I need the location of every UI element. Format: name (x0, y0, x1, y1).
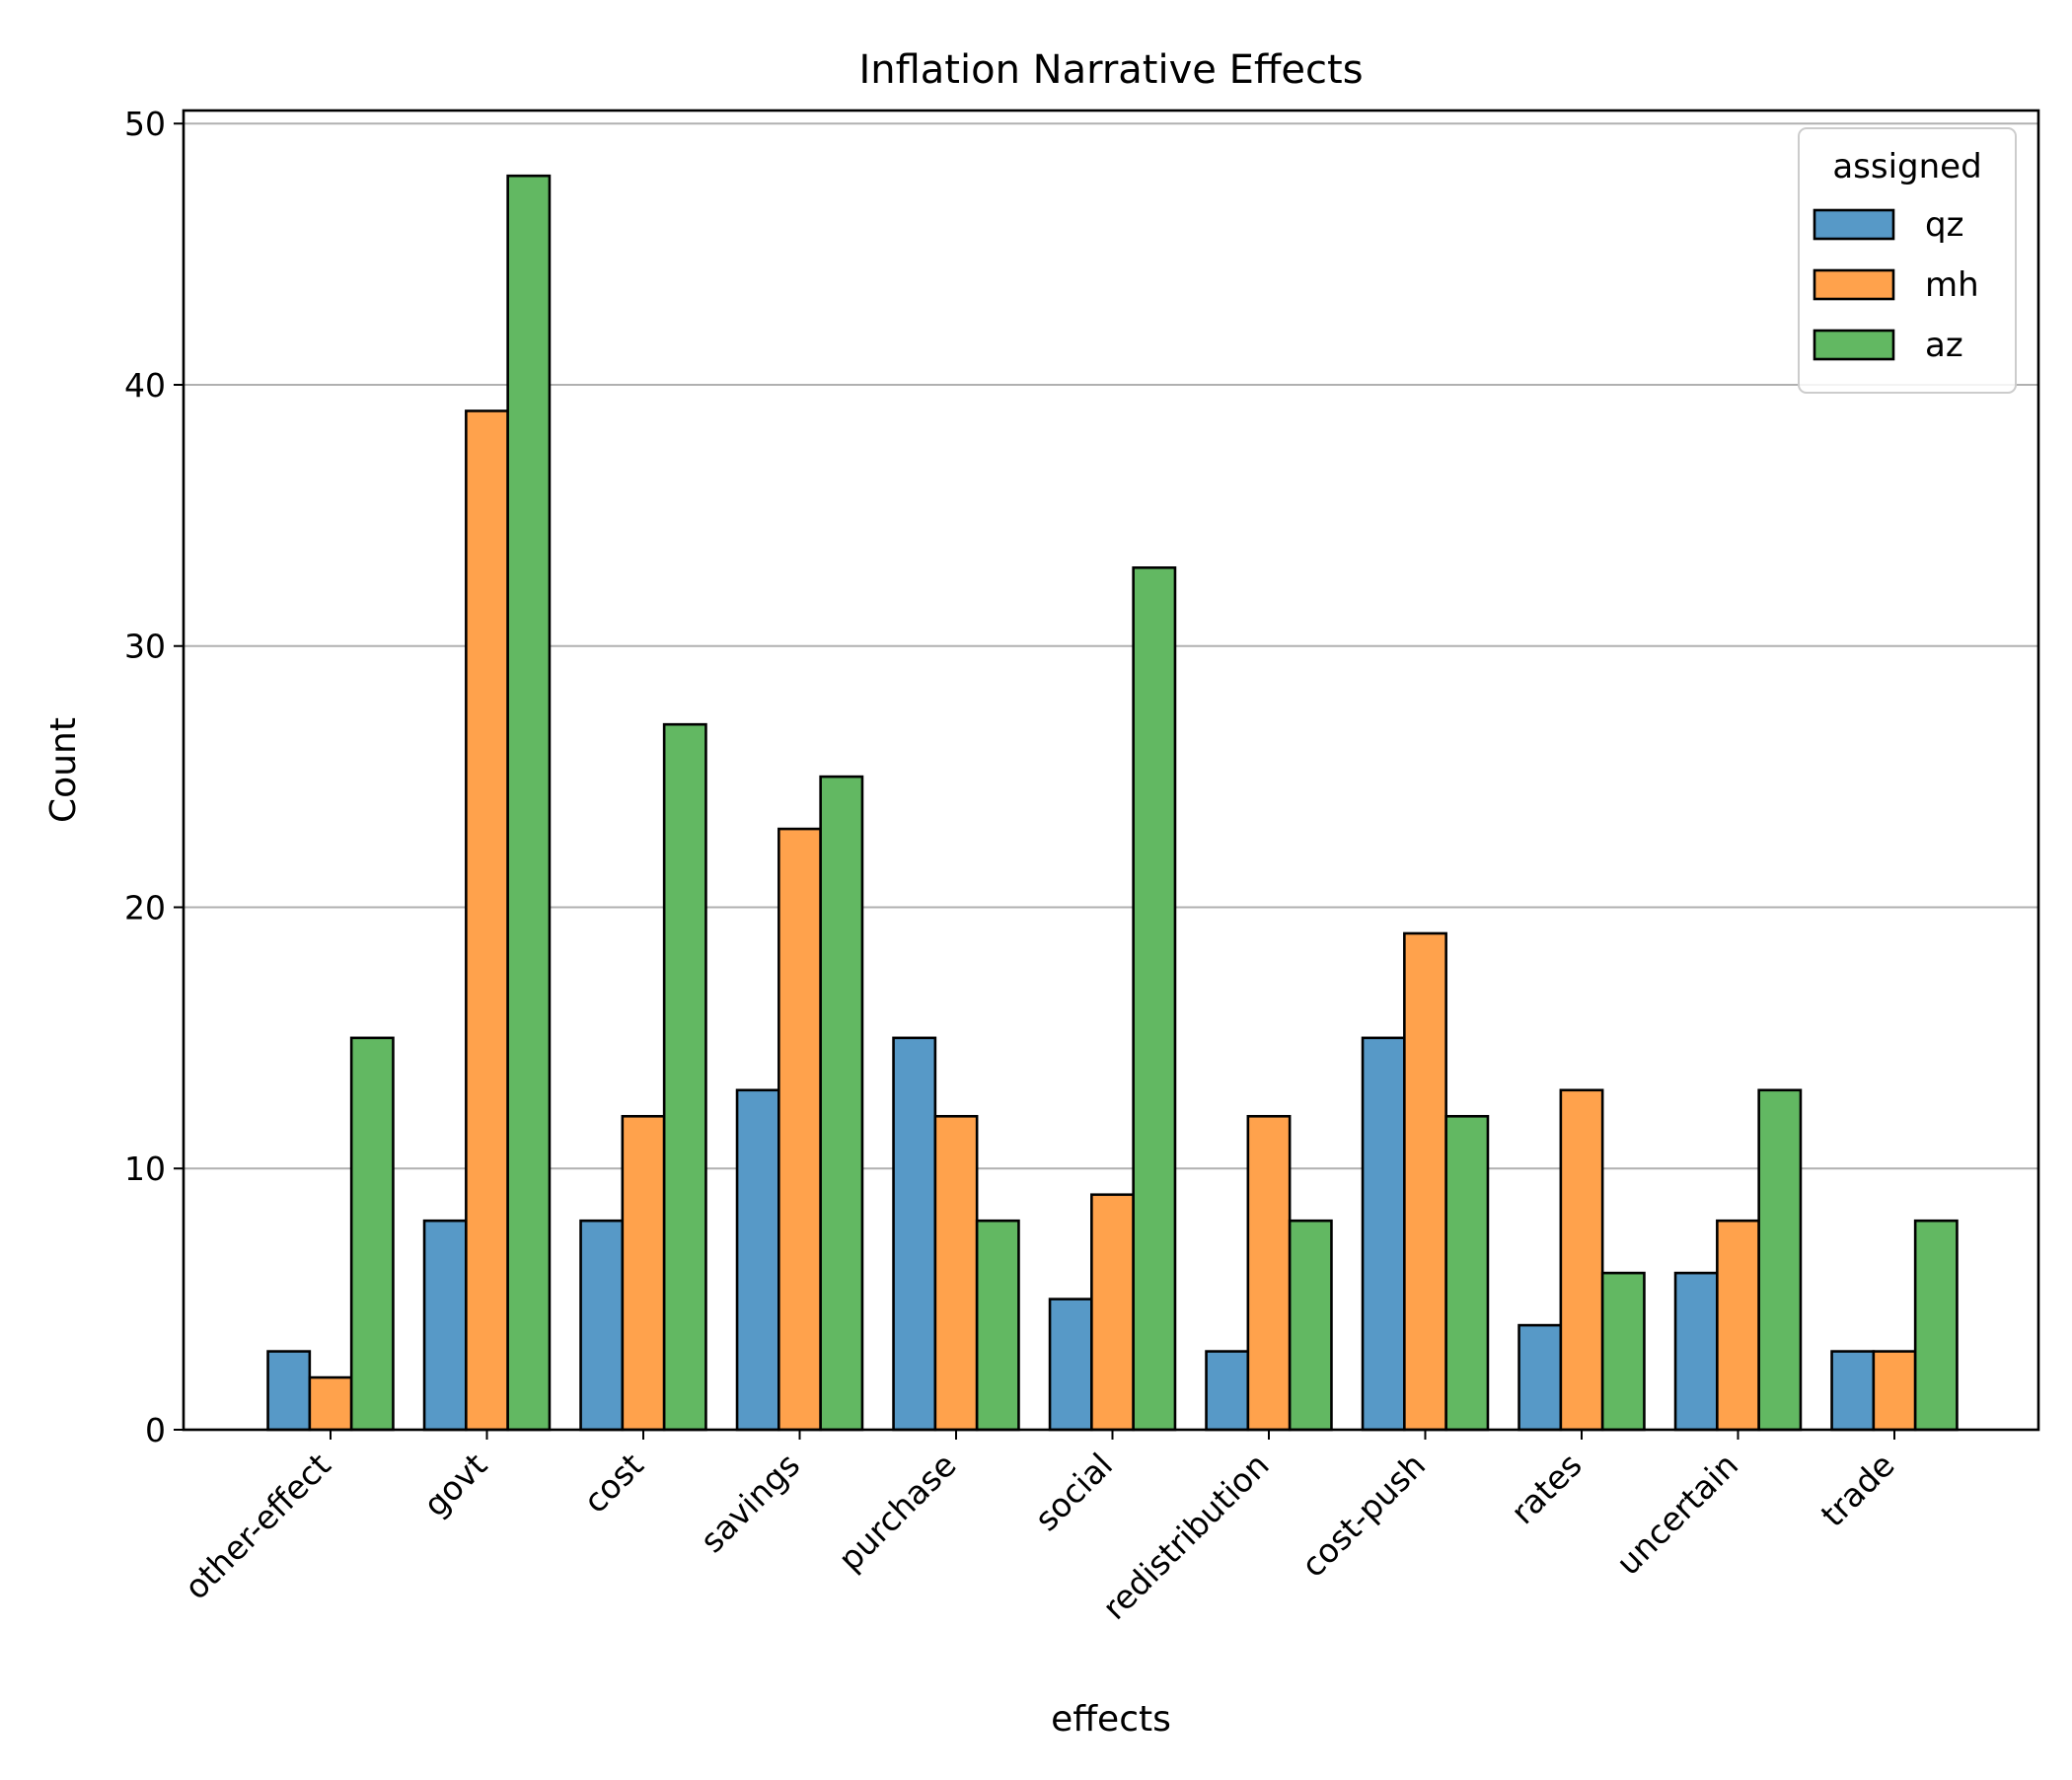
bar-mh-purchase (933, 1114, 979, 1432)
legend: assigned qz mh az (1798, 127, 2017, 394)
legend-label-qz: qz (1925, 205, 1963, 245)
bar-az-rates (1600, 1271, 1646, 1432)
legend-swatch-qz (1813, 208, 1895, 241)
bar-mh-cost-push (1403, 931, 1447, 1432)
bar-mh-other-effect (308, 1375, 353, 1432)
bar-az-purchase (975, 1219, 1020, 1432)
bar-mh-cost (621, 1114, 666, 1432)
bar-az-cost-push (1444, 1114, 1490, 1432)
chart-title: Inflation Narrative Effects (858, 47, 1363, 93)
bar-az-cost (662, 722, 707, 1432)
legend-label-mh: mh (1925, 265, 1979, 305)
legend-swatch-mh (1813, 268, 1895, 301)
bar-qz-other-effect (266, 1350, 312, 1432)
y-tick-label: 50 (124, 105, 166, 143)
bar-qz-social (1048, 1298, 1093, 1432)
legend-swatch-az (1813, 329, 1895, 361)
bar-qz-cost-push (1361, 1036, 1406, 1432)
bar-mh-trade (1872, 1350, 1917, 1432)
legend-label-az: az (1925, 326, 1963, 365)
bar-az-uncertain (1757, 1088, 1803, 1432)
y-tick-label: 40 (124, 366, 166, 405)
bar-mh-uncertain (1716, 1219, 1760, 1432)
bar-az-redistribution (1288, 1219, 1333, 1432)
bar-az-other-effect (349, 1036, 395, 1432)
bar-qz-uncertain (1673, 1271, 1719, 1432)
bar-az-savings (819, 775, 864, 1432)
y-axis-label: Count (43, 717, 84, 823)
bar-qz-trade (1830, 1350, 1876, 1432)
y-tick-label: 10 (124, 1150, 166, 1188)
bar-qz-purchase (892, 1036, 937, 1432)
bar-az-social (1132, 566, 1177, 1432)
bar-az-trade (1913, 1219, 1959, 1432)
bar-mh-redistribution (1246, 1114, 1292, 1432)
legend-title: assigned (1832, 147, 1981, 186)
bar-qz-govt (422, 1219, 468, 1432)
bar-mh-govt (465, 409, 509, 1432)
bar-mh-rates (1559, 1088, 1604, 1432)
x-axis-label: effects (1051, 1699, 1171, 1740)
bar-mh-savings (777, 827, 822, 1432)
y-tick-label: 30 (124, 628, 166, 666)
y-axis: 0 10 20 30 40 50 (124, 105, 184, 1449)
y-tick-label: 0 (145, 1411, 166, 1449)
bar-qz-redistribution (1205, 1350, 1250, 1432)
y-tick-label: 20 (124, 888, 166, 927)
bar-qz-cost (579, 1219, 625, 1432)
bar-qz-rates (1517, 1323, 1563, 1432)
bar-qz-savings (735, 1088, 780, 1432)
bar-mh-social (1090, 1193, 1135, 1432)
bar-az-govt (506, 174, 552, 1432)
plot-frame (182, 109, 2040, 1432)
legend-box (1798, 127, 2017, 394)
